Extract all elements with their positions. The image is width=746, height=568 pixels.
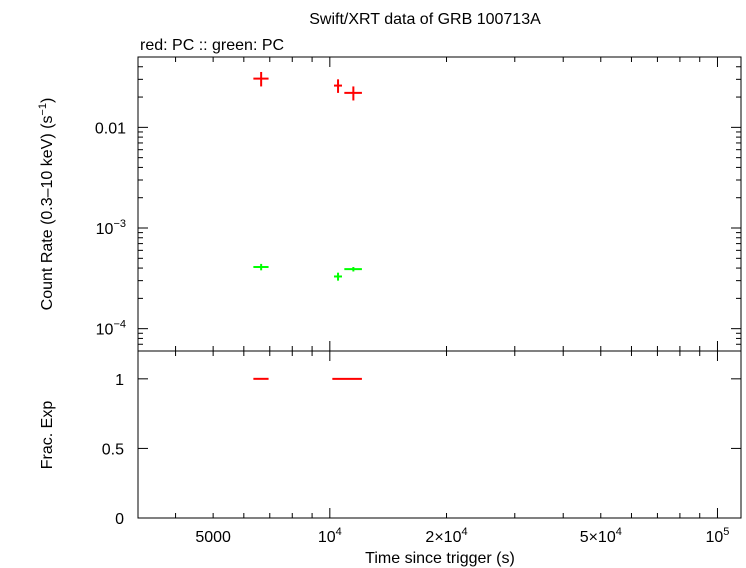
- count-rate-data-point: [344, 86, 362, 101]
- count-rate-minor-ticks: [138, 56, 741, 352]
- count-rate-y-axis-label: Count Rate (0.3–10 keV) (s−1): [37, 98, 56, 311]
- count-rate-data-point: [253, 263, 269, 271]
- chart-subtitle: red: PC :: green: PC: [140, 37, 284, 54]
- fractional-exposure-y-axis-label: Frac. Exp: [39, 401, 56, 470]
- count-rate-y-tick-label: 10−3: [96, 218, 126, 238]
- count-rate-data-point: [253, 71, 269, 87]
- count-rate-data-point: [333, 272, 343, 281]
- count-rate-y-tick-label: 0.01: [95, 120, 126, 137]
- x-axis-label: Time since trigger (s): [365, 550, 515, 567]
- fractional-exposure-y-tick-label: 0: [115, 511, 124, 528]
- count-rate-y-tick-label: 10−4: [96, 319, 126, 339]
- time-x-tick-label: 5000: [195, 529, 231, 546]
- count-rate-data-points: [253, 71, 362, 281]
- time-x-ticks: 5000 104 2×104 5×104 105: [195, 526, 729, 546]
- time-x-tick-label: 2×104: [425, 526, 467, 546]
- time-x-tick-label: 104: [318, 526, 342, 546]
- chart-title: Swift/XRT data of GRB 100713A: [309, 11, 541, 28]
- time-x-tick-label: 105: [706, 526, 730, 546]
- fractional-exposure-y-tick-label: 0.5: [102, 441, 124, 458]
- fractional-exposure-y-ticks: 00.51: [102, 372, 741, 528]
- count-rate-data-point: [344, 266, 362, 272]
- time-x-tick-label: 5×104: [580, 526, 622, 546]
- fractional-exposure-panel: 00.51: [102, 350, 742, 528]
- fractional-exposure-minor-ticks: [175, 351, 718, 518]
- fractional-exposure-plot-frame: [137, 350, 742, 519]
- count-rate-y-ticks: 0.01 10−3 10−4: [95, 120, 126, 338]
- count-rate-panel: 0.01 10−3 10−4: [95, 56, 742, 352]
- count-rate-data-point: [333, 79, 343, 93]
- count-rate-plot-frame: [137, 56, 742, 352]
- fractional-exposure-y-tick-label: 1: [115, 372, 124, 389]
